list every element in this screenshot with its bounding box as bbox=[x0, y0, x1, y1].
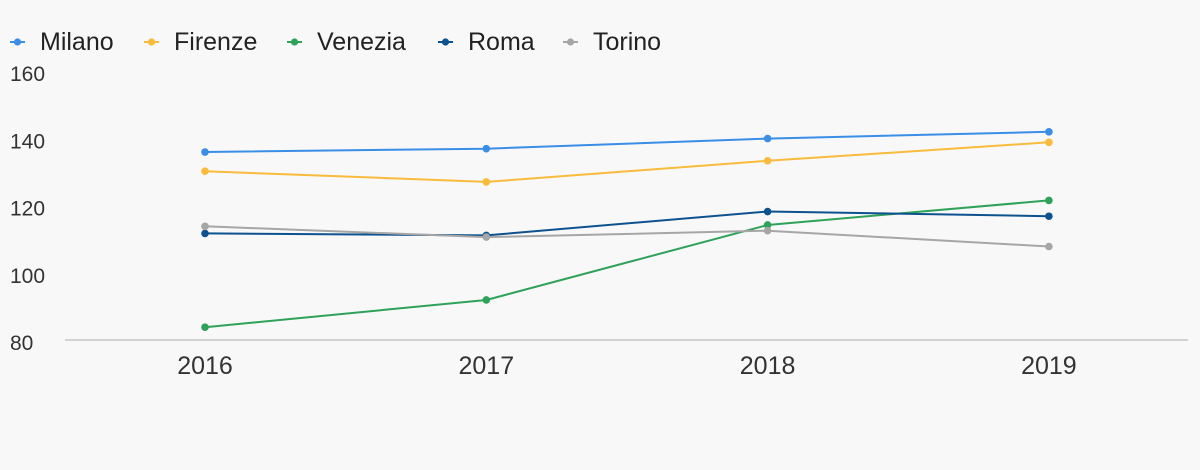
x-tick-label: 2019 bbox=[1021, 352, 1077, 380]
y-axis: 80 100 120 140 160 bbox=[10, 63, 45, 355]
series-line bbox=[204, 225, 1049, 248]
y-tick-label: 120 bbox=[10, 198, 45, 221]
data-point[interactable] bbox=[201, 323, 209, 332]
data-point[interactable] bbox=[1045, 128, 1053, 136]
legend-item[interactable]: Torino bbox=[563, 28, 661, 56]
y-tick-label: 80 bbox=[10, 332, 33, 355]
series-torino bbox=[201, 222, 1053, 251]
series-line bbox=[204, 210, 1049, 237]
legend-swatch-marker bbox=[147, 38, 156, 46]
series-venezia bbox=[201, 196, 1053, 332]
data-point[interactable] bbox=[482, 178, 491, 186]
data-point[interactable] bbox=[201, 148, 209, 156]
legend-item[interactable]: Firenze bbox=[144, 28, 257, 56]
legend-item[interactable]: Roma bbox=[438, 28, 535, 56]
data-point[interactable] bbox=[1045, 212, 1053, 221]
legend-swatch-marker bbox=[441, 38, 450, 46]
legend-item[interactable]: Venezia bbox=[287, 28, 406, 56]
data-point[interactable] bbox=[1045, 138, 1053, 147]
plot-area bbox=[201, 128, 1053, 332]
y-tick-label: 100 bbox=[10, 265, 45, 288]
y-tick-label: 160 bbox=[10, 63, 45, 86]
legend-swatch-marker bbox=[13, 38, 22, 46]
data-point[interactable] bbox=[763, 221, 772, 229]
data-point[interactable] bbox=[482, 144, 491, 153]
legend-label: Roma bbox=[468, 28, 535, 56]
data-point[interactable] bbox=[763, 226, 772, 235]
legend: Milano Firenze Venezia Roma Torino bbox=[10, 28, 661, 56]
data-point[interactable] bbox=[763, 134, 772, 143]
legend-item[interactable]: Milano bbox=[10, 28, 114, 56]
x-tick-label: 2018 bbox=[740, 352, 796, 380]
data-point[interactable] bbox=[1045, 196, 1053, 205]
legend-label: Torino bbox=[593, 28, 661, 56]
series-line bbox=[204, 141, 1049, 183]
legend-swatch-marker bbox=[566, 38, 575, 46]
data-point[interactable] bbox=[482, 296, 491, 304]
data-point[interactable] bbox=[763, 156, 772, 165]
legend-label: Milano bbox=[40, 28, 114, 56]
data-point[interactable] bbox=[763, 207, 772, 216]
data-point[interactable] bbox=[482, 233, 491, 241]
data-point[interactable] bbox=[201, 167, 209, 175]
series-line bbox=[204, 199, 1049, 329]
data-point[interactable] bbox=[201, 222, 209, 231]
y-tick-label: 140 bbox=[10, 130, 45, 153]
series-line bbox=[204, 130, 1049, 153]
data-point[interactable] bbox=[1045, 242, 1053, 251]
legend-label: Firenze bbox=[174, 28, 257, 56]
legend-label: Venezia bbox=[317, 28, 406, 56]
x-tick-label: 2016 bbox=[177, 352, 233, 380]
x-tick-label: 2017 bbox=[458, 352, 514, 380]
x-axis: 2016 2017 2018 2019 bbox=[65, 339, 1188, 380]
data-point[interactable] bbox=[201, 229, 209, 238]
series-milano bbox=[201, 128, 1053, 156]
legend-swatch-marker bbox=[290, 38, 299, 46]
series-roma bbox=[201, 207, 1053, 240]
series-firenze bbox=[201, 138, 1053, 186]
